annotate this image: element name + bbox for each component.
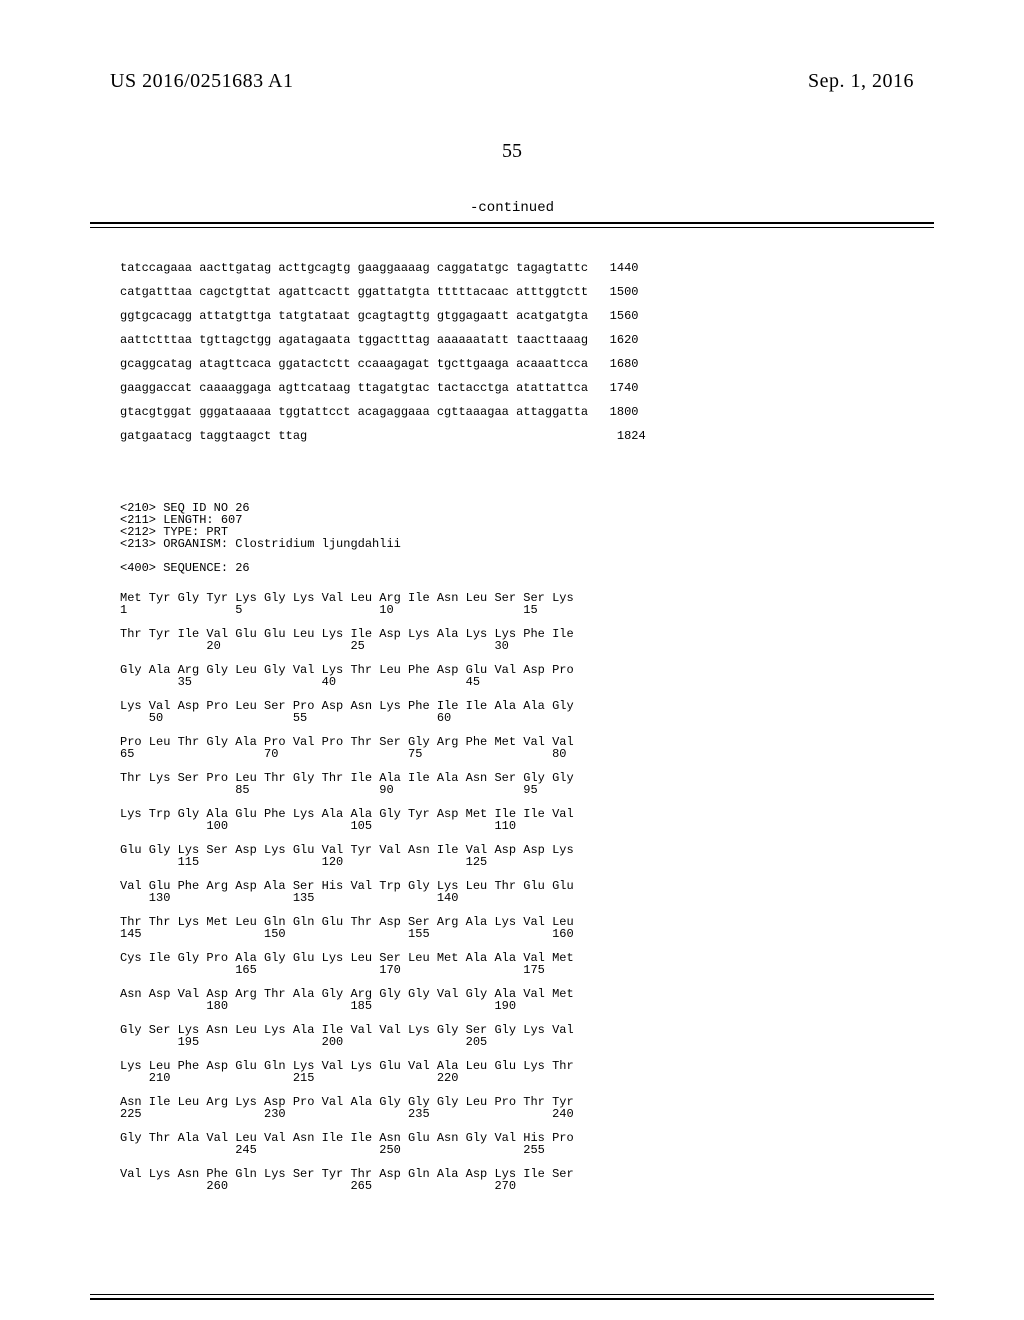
header-date: Sep. 1, 2016 [808, 70, 914, 93]
page-number: 55 [0, 140, 1024, 163]
rule-top [90, 222, 934, 228]
page: US 2016/0251683 A1 Sep. 1, 2016 55 -cont… [0, 0, 1024, 1320]
continued-label: -continued [0, 200, 1024, 216]
protein-sequence-block: Met Tyr Gly Tyr Lys Gly Lys Val Leu Arg … [120, 592, 574, 1192]
seq-annotation-block: <210> SEQ ID NO 26 <211> LENGTH: 607 <21… [120, 502, 401, 574]
header-patent-number: US 2016/0251683 A1 [110, 70, 293, 93]
rule-bottom [90, 1294, 934, 1300]
dna-sequence-block: tatccagaaa aacttgatag acttgcagtg gaaggaa… [120, 262, 646, 442]
